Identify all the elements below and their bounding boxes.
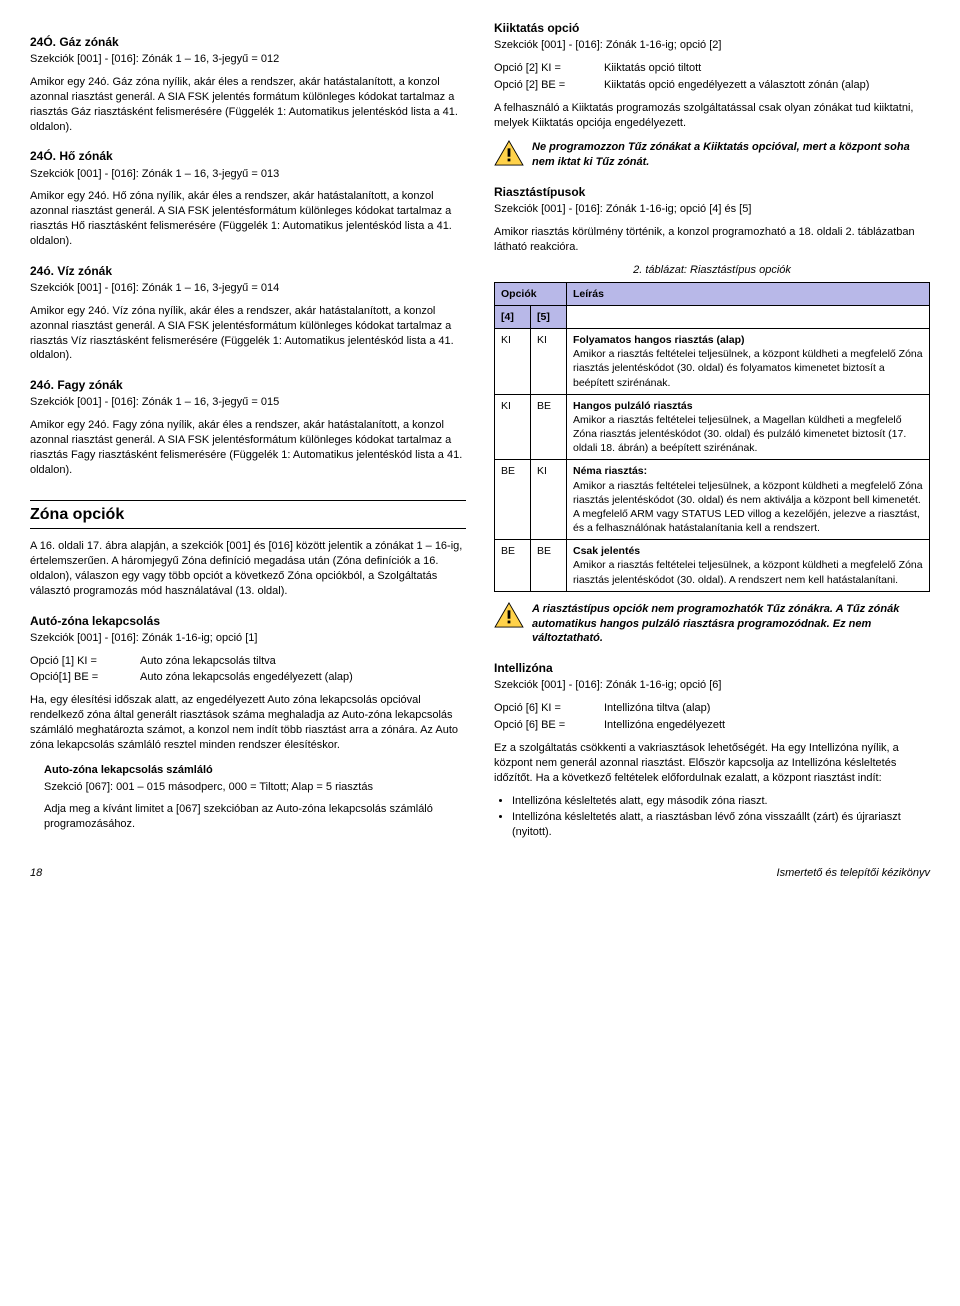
body-zona-opciok: A 16. oldali 17. ábra alapján, a szekció… <box>30 539 466 598</box>
desc-title: Hangos pulzáló riasztás <box>573 399 923 413</box>
page-number: 18 <box>30 866 42 881</box>
opt-key: Opció [2] KI = <box>494 61 604 76</box>
heading-riasztastipusok: Riasztástípusok <box>494 184 930 200</box>
cell-opt5: BE <box>531 540 567 592</box>
opt-row: Opció[1] BE = Auto zóna lekapcsolás enge… <box>30 670 466 685</box>
table-row: KIKIFolyamatos hangos riasztás (alap)Ami… <box>495 329 930 395</box>
cell-opt5: KI <box>531 460 567 540</box>
desc-body: Amikor a riasztás feltételei teljesülnek… <box>573 479 923 536</box>
warning-box: Ne programozzon Tűz zónákat a Kiiktatás … <box>494 140 930 170</box>
desc-title: Néma riasztás: <box>573 464 923 478</box>
cell-opt4: KI <box>495 329 531 395</box>
intellizona-bullets: Intellizóna késleltetés alatt, egy másod… <box>512 794 930 841</box>
desc-title: Folyamatos hangos riasztás (alap) <box>573 333 923 347</box>
warning-box: A riasztástípus opciók nem programozható… <box>494 602 930 647</box>
heading-fagy: 24ó. Fagy zónák <box>30 377 466 393</box>
body-kiiktatas: A felhasználó a Kiiktatás programozás sz… <box>494 101 930 131</box>
opt-val: Kiiktatás opció engedélyezett a választo… <box>604 78 869 93</box>
opt-row: Opció [1] KI = Auto zóna lekapcsolás til… <box>30 654 466 669</box>
body-viz: Amikor egy 24ó. Víz zóna nyílik, akár él… <box>30 304 466 363</box>
body-intellizona: Ez a szolgáltatás csökkenti a vakriasztá… <box>494 741 930 786</box>
heading-intellizona: Intellizóna <box>494 660 930 676</box>
doc-title: Ismertető és telepítői kézikönyv <box>777 866 930 881</box>
body-ho: Amikor egy 24ó. Hő zóna nyílik, akár éle… <box>30 189 466 248</box>
sub-fagy: Szekciók [001] - [016]: Zónák 1 – 16, 3-… <box>30 395 466 410</box>
desc-body: Amikor a riasztás feltételei teljesülnek… <box>573 347 923 390</box>
table-row: BEKINéma riasztás:Amikor a riasztás felt… <box>495 460 930 540</box>
cell-opt5: KI <box>531 329 567 395</box>
opt-row: Opció [2] BE = Kiiktatás opció engedélye… <box>494 78 930 93</box>
body-auto-zona-szamlalo: Adja meg a kívánt limitet a [067] szekci… <box>44 802 466 832</box>
opt-key: Opció [2] BE = <box>494 78 604 93</box>
body-riasztastipusok: Amikor riasztás körülmény történik, a ko… <box>494 225 930 255</box>
page-footer: 18 Ismertető és telepítői kézikönyv <box>30 866 930 881</box>
heading-kiiktatas: Kiiktatás opció <box>494 20 930 36</box>
right-column: Kiiktatás opció Szekciók [001] - [016]: … <box>494 20 930 842</box>
sub-auto-zona-szamlalo: Szekció [067]: 001 – 015 másodperc, 000 … <box>44 780 466 795</box>
opt-key: Opció [6] BE = <box>494 718 604 733</box>
warning-text: A riasztástípus opciók nem programozható… <box>532 602 930 647</box>
desc-title: Csak jelentés <box>573 544 923 558</box>
cell-desc: Folyamatos hangos riasztás (alap)Amikor … <box>567 329 930 395</box>
opt-row: Opció [2] KI = Kiiktatás opció tiltott <box>494 61 930 76</box>
desc-body: Amikor a riasztás feltételei teljesülnek… <box>573 558 923 586</box>
th-leiras: Leírás <box>567 282 930 305</box>
cell-desc: Néma riasztás:Amikor a riasztás feltétel… <box>567 460 930 540</box>
opt-val: Auto zóna lekapcsolás engedélyezett (ala… <box>140 670 353 685</box>
desc-body: Amikor a riasztás feltételei teljesülnek… <box>573 413 923 456</box>
opt-val: Intellizóna tiltva (alap) <box>604 701 710 716</box>
sub-kiiktatas: Szekciók [001] - [016]: Zónák 1-16-ig; o… <box>494 38 930 53</box>
alarm-type-table: Opciók Leírás [4] [5] KIKIFolyamatos han… <box>494 282 930 592</box>
opt-key: Opció[1] BE = <box>30 670 140 685</box>
heading-ho: 24Ó. Hő zónák <box>30 148 466 164</box>
table-row: BEBECsak jelentésAmikor a riasztás felté… <box>495 540 930 592</box>
th-opciok: Opciók <box>495 282 567 305</box>
sub-viz: Szekciók [001] - [016]: Zónák 1 – 16, 3-… <box>30 281 466 296</box>
opt-val: Auto zóna lekapcsolás tiltva <box>140 654 276 669</box>
body-gaz: Amikor egy 24ó. Gáz zóna nyílik, akár él… <box>30 75 466 134</box>
opt-key: Opció [1] KI = <box>30 654 140 669</box>
cell-opt5: BE <box>531 394 567 460</box>
sub-auto-zona: Szekciók [001] - [016]: Zónák 1-16-ig; o… <box>30 631 466 646</box>
heading-auto-zona: Autó-zóna lekapcsolás <box>30 613 466 629</box>
warning-icon <box>494 602 524 628</box>
warning-icon <box>494 140 524 166</box>
th-5: [5] <box>531 305 567 328</box>
heading-gaz: 24Ó. Gáz zónák <box>30 34 466 50</box>
warning-text: Ne programozzon Tűz zónákat a Kiiktatás … <box>532 140 930 170</box>
list-item: Intellizóna késleltetés alatt, a riasztá… <box>512 810 930 840</box>
cell-desc: Csak jelentésAmikor a riasztás feltétele… <box>567 540 930 592</box>
sub-intellizona: Szekciók [001] - [016]: Zónák 1-16-ig; o… <box>494 678 930 693</box>
table-caption: 2. táblázat: Riasztástípus opciók <box>494 263 930 278</box>
list-item: Intellizóna késleltetés alatt, egy másod… <box>512 794 930 809</box>
body-fagy: Amikor egy 24ó. Fagy zóna nyílik, akár é… <box>30 418 466 477</box>
body-auto-zona: Ha, egy élesítési időszak alatt, az enge… <box>30 693 466 752</box>
cell-opt4: BE <box>495 540 531 592</box>
sub-gaz: Szekciók [001] - [016]: Zónák 1 – 16, 3-… <box>30 52 466 67</box>
sub-riasztastipusok: Szekciók [001] - [016]: Zónák 1-16-ig; o… <box>494 202 930 217</box>
heading-zona-opciok: Zóna opciók <box>30 500 466 530</box>
opt-val: Intellizóna engedélyezett <box>604 718 725 733</box>
cell-opt4: KI <box>495 394 531 460</box>
opt-row: Opció [6] KI = Intellizóna tiltva (alap) <box>494 701 930 716</box>
cell-desc: Hangos pulzáló riasztásAmikor a riasztás… <box>567 394 930 460</box>
cell-opt4: BE <box>495 460 531 540</box>
heading-auto-zona-szamlalo: Auto-zóna lekapcsolás számláló <box>44 763 466 778</box>
th-4: [4] <box>495 305 531 328</box>
heading-viz: 24ó. Víz zónák <box>30 263 466 279</box>
opt-row: Opció [6] BE = Intellizóna engedélyezett <box>494 718 930 733</box>
table-row: KIBEHangos pulzáló riasztásAmikor a rias… <box>495 394 930 460</box>
opt-val: Kiiktatás opció tiltott <box>604 61 701 76</box>
sub-ho: Szekciók [001] - [016]: Zónák 1 – 16, 3-… <box>30 167 466 182</box>
opt-key: Opció [6] KI = <box>494 701 604 716</box>
left-column: 24Ó. Gáz zónák Szekciók [001] - [016]: Z… <box>30 20 466 842</box>
